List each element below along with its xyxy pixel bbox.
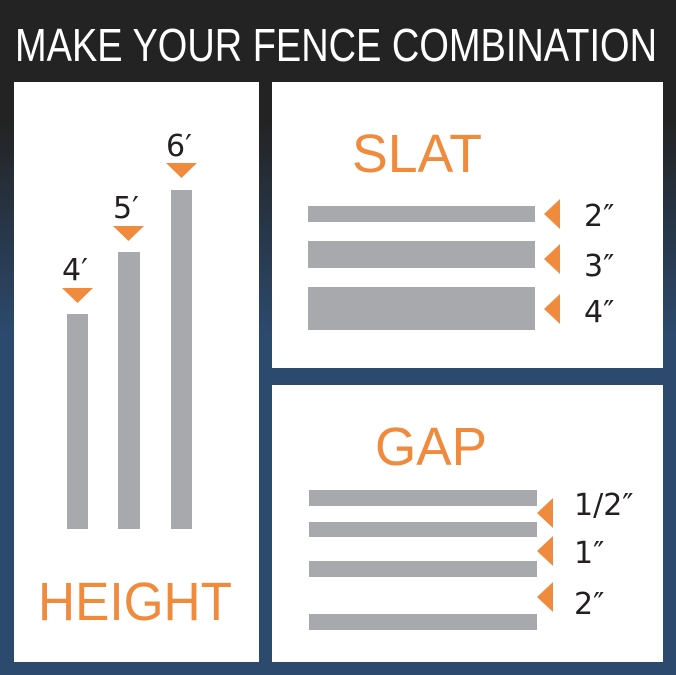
arrow-left-icon bbox=[544, 244, 560, 274]
height-label-4: 4′ bbox=[62, 253, 88, 288]
gap-slat bbox=[309, 490, 537, 506]
post-6ft bbox=[171, 190, 192, 529]
slat-label-2: 2″ bbox=[584, 199, 614, 234]
arrow-left-icon bbox=[537, 498, 553, 528]
arrow-left-icon bbox=[537, 536, 553, 566]
slat-label-3: 3″ bbox=[584, 249, 614, 284]
arrow-left-icon bbox=[544, 294, 560, 324]
post-4ft bbox=[67, 314, 88, 529]
gap-slat bbox=[309, 561, 537, 577]
gap-slat bbox=[309, 522, 537, 537]
arrow-down-icon bbox=[62, 288, 93, 303]
post-5ft bbox=[118, 252, 140, 529]
slat-4in bbox=[308, 287, 535, 330]
slat-heading: SLAT bbox=[352, 124, 482, 184]
height-panel: 4′ 5′ 6′ HEIGHT bbox=[14, 82, 259, 662]
height-heading: HEIGHT bbox=[38, 572, 232, 632]
gap-label-half: 1/2″ bbox=[574, 488, 634, 523]
height-label-6: 6′ bbox=[166, 129, 192, 164]
arrow-down-icon bbox=[166, 163, 197, 178]
gap-heading: GAP bbox=[375, 417, 487, 477]
slat-label-4: 4″ bbox=[584, 295, 614, 330]
page-title: MAKE YOUR FENCE COMBINATION bbox=[15, 19, 657, 71]
slat-panel: SLAT 2″ 3″ 4″ bbox=[272, 82, 663, 368]
gap-label-1: 1″ bbox=[574, 536, 604, 571]
gap-label-2: 2″ bbox=[574, 587, 604, 622]
height-label-5: 5′ bbox=[113, 191, 139, 226]
gap-slat bbox=[309, 614, 537, 630]
gap-panel: GAP 1/2″ 1″ 2″ bbox=[272, 385, 663, 662]
arrow-left-icon bbox=[537, 582, 553, 612]
slat-3in bbox=[308, 241, 535, 268]
arrow-left-icon bbox=[544, 199, 560, 229]
arrow-down-icon bbox=[113, 226, 144, 241]
slat-2in bbox=[308, 206, 535, 222]
